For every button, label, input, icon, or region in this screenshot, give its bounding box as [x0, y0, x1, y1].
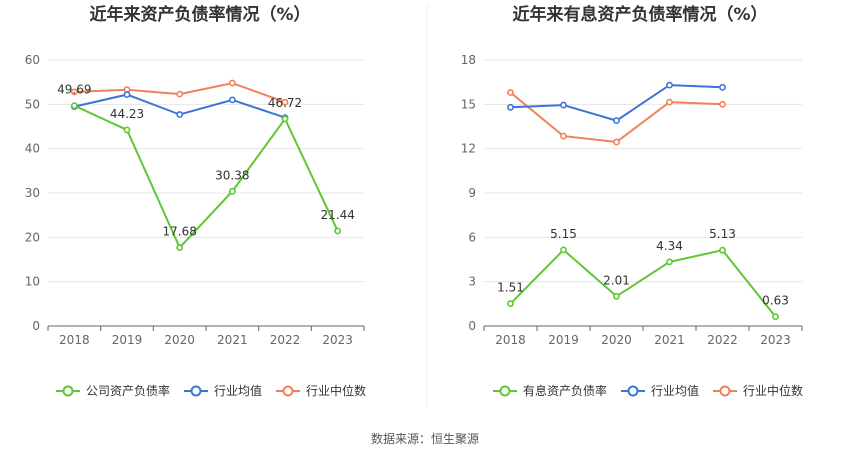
chart-title: 近年来资产负债率情况（%）: [89, 4, 310, 25]
data-label: 4.34: [656, 239, 683, 253]
data-point: [560, 132, 567, 140]
data-source-note: 数据来源：恒生聚源: [371, 431, 479, 446]
data-point: [176, 244, 184, 252]
legend-swatch-marker: [190, 385, 202, 397]
legend-item: 有息资产负债率: [493, 383, 607, 398]
data-point: [507, 89, 514, 96]
legend-swatch-marker: [499, 385, 511, 397]
x-tick-label: 2023: [322, 333, 353, 347]
data-point: [666, 81, 673, 89]
data-label: 5.15: [550, 227, 577, 241]
legend-swatch-marker: [627, 385, 639, 397]
data-point: [176, 90, 184, 98]
legend-label: 行业均值: [651, 383, 699, 398]
y-tick-label: 30: [25, 186, 40, 200]
legend-item: 公司资产负债率: [56, 383, 170, 398]
y-tick-label: 10: [25, 275, 40, 289]
data-point: [719, 83, 726, 91]
legend-label: 行业均值: [214, 383, 262, 398]
legend-label: 行业中位数: [306, 383, 366, 398]
data-point: [123, 91, 131, 98]
data-label: 46.72: [268, 96, 302, 110]
y-tick-label: 0: [32, 319, 40, 333]
legend-item: 行业均值: [621, 383, 699, 398]
x-tick-label: 2020: [164, 333, 195, 347]
x-tick-label: 2018: [59, 333, 90, 347]
y-tick-label: 20: [25, 230, 40, 244]
data-point: [70, 102, 78, 110]
data-point: [507, 300, 514, 308]
data-label: 0.63: [762, 294, 789, 308]
data-label: 49.69: [57, 83, 91, 97]
data-point: [772, 313, 779, 321]
x-tick-label: 2019: [112, 333, 143, 347]
data-label: 30.38: [215, 168, 249, 182]
data-point: [666, 258, 673, 266]
legend-item: 行业均值: [184, 383, 262, 398]
data-point: [666, 98, 673, 106]
y-tick-label: 0: [468, 319, 476, 333]
y-tick-label: 40: [25, 142, 40, 156]
y-tick-label: 12: [461, 142, 476, 156]
legend-swatch-marker: [282, 385, 294, 397]
chart-title: 近年来有息资产负债率情况（%）: [512, 4, 767, 25]
y-tick-label: 15: [461, 97, 476, 111]
data-point: [123, 126, 131, 134]
x-tick-label: 2019: [548, 333, 579, 347]
data-point: [560, 246, 567, 254]
data-label: 17.68: [162, 225, 196, 239]
y-tick-label: 3: [468, 275, 476, 289]
legend-swatch-marker: [719, 385, 731, 397]
data-point: [281, 98, 289, 106]
series-line: [509, 248, 777, 318]
x-tick-label: 2021: [217, 333, 248, 347]
data-label: 1.51: [497, 281, 524, 295]
data-point: [334, 227, 342, 235]
data-label: 2.01: [603, 273, 630, 287]
legend-item: 行业中位数: [276, 383, 366, 398]
chart-panel-debt-ratio: 近年来资产负债率情况（%） 0 10 20 30 40 50 60 2018 2019 2020 20…: [25, 4, 366, 398]
chart-panel-interest-bearing-debt-ratio: 近年来有息资产负债率情况（%） 0 3 6 9 12 15 18 2018 2019 2020 202…: [461, 4, 803, 398]
x-tick-label: 2020: [601, 333, 632, 347]
y-tick-label: 18: [461, 53, 476, 67]
data-label: 44.23: [110, 107, 144, 121]
data-point: [228, 79, 236, 87]
data-label: 21.44: [320, 208, 354, 222]
x-tick-label: 2021: [654, 333, 685, 347]
data-point: [719, 100, 726, 108]
data-point: [228, 187, 236, 195]
data-point: [613, 292, 620, 300]
x-tick-label: 2022: [707, 333, 738, 347]
y-tick-label: 60: [25, 53, 40, 67]
data-point: [228, 96, 236, 104]
x-tick-label: 2022: [270, 333, 301, 347]
legend-item: 行业中位数: [713, 383, 803, 398]
data-label: 5.13: [709, 227, 736, 241]
data-point: [176, 111, 184, 118]
x-tick-label: 2018: [495, 333, 526, 347]
legend-swatch-marker: [62, 385, 74, 397]
legend-label: 有息资产负债率: [523, 383, 607, 398]
y-tick-label: 50: [25, 97, 40, 111]
y-tick-label: 6: [468, 230, 476, 244]
data-point: [613, 117, 620, 124]
data-point: [281, 115, 289, 123]
data-point: [560, 101, 567, 109]
data-point: [613, 138, 620, 146]
x-tick-label: 2023: [760, 333, 791, 347]
data-point: [70, 88, 78, 96]
data-point: [719, 246, 726, 254]
y-tick-label: 9: [468, 186, 476, 200]
legend-label: 行业中位数: [743, 383, 803, 398]
series-line: [73, 104, 339, 250]
legend-label: 公司资产负债率: [86, 383, 170, 398]
data-point: [507, 103, 514, 111]
